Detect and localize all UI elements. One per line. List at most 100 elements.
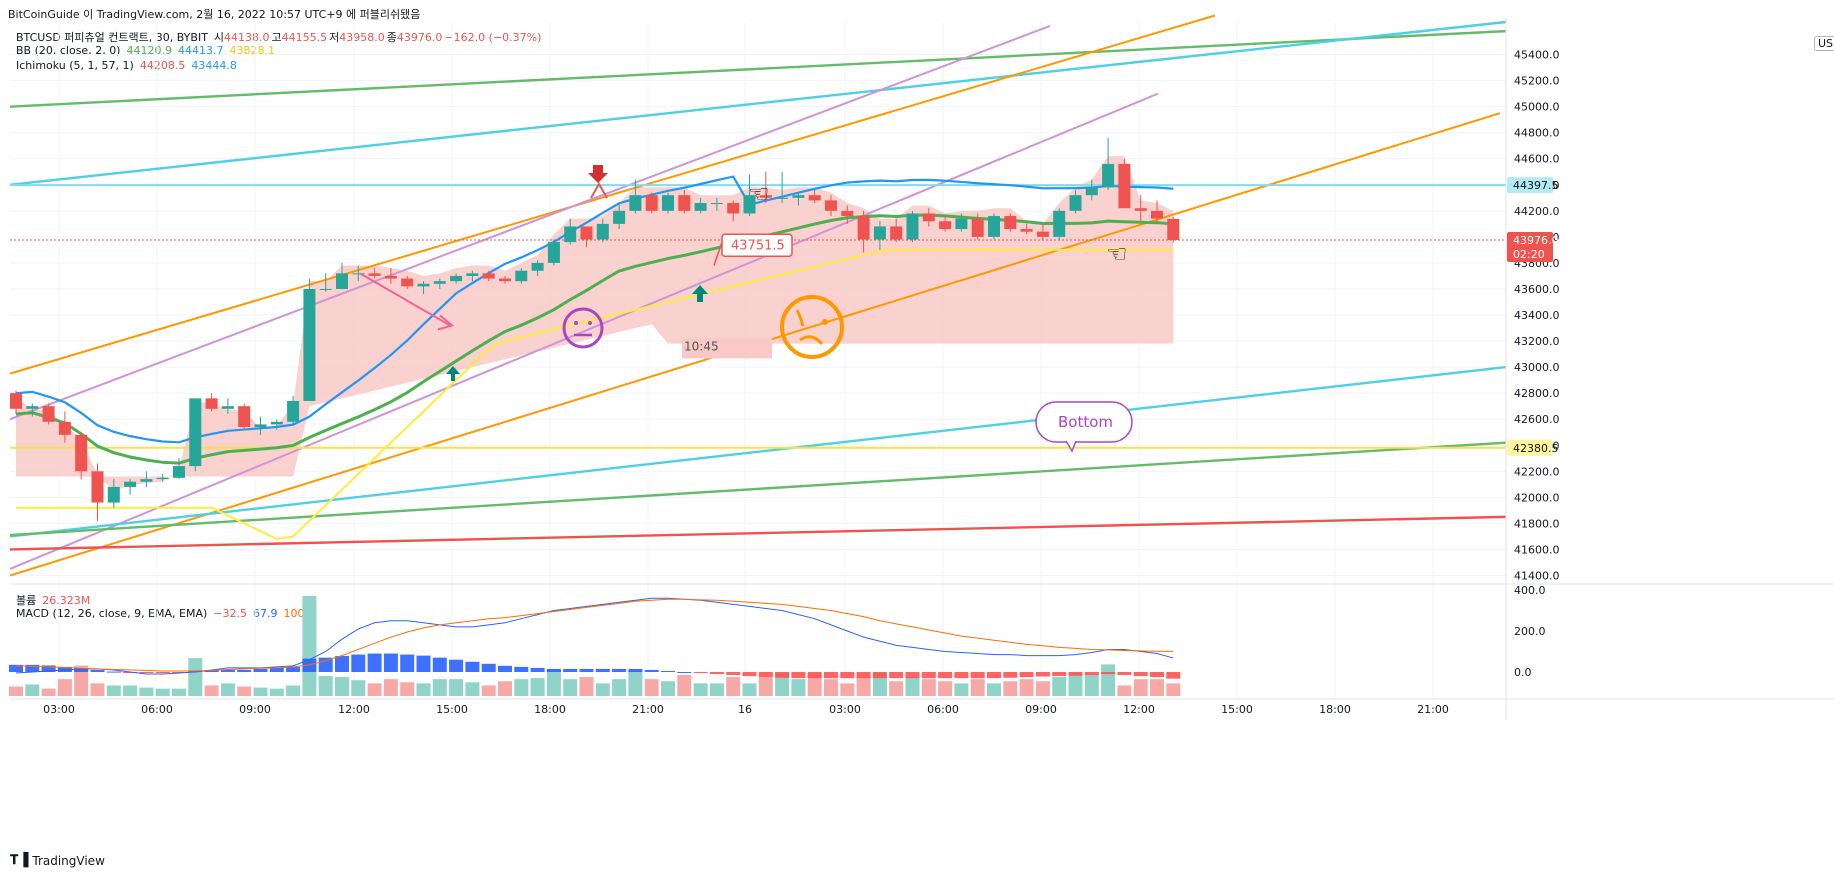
change-value: −162.0 (−0.37%) xyxy=(444,31,542,44)
volume-bar xyxy=(25,684,40,696)
bb-basis-line xyxy=(15,213,1174,465)
volume-bar xyxy=(139,687,154,696)
macd-hist-bar xyxy=(302,658,317,672)
time-tick-label: 09:00 xyxy=(239,703,271,716)
price-tick-label: 43600.0 xyxy=(1514,283,1560,296)
candle-body xyxy=(238,406,251,428)
footer[interactable]: 𝐓▐ TradingView xyxy=(10,853,105,868)
volume-bar xyxy=(1166,683,1181,696)
volume-bar xyxy=(775,672,790,696)
macd-hist-bar xyxy=(709,672,724,675)
trendlines[interactable] xyxy=(9,14,1507,577)
candle-body xyxy=(42,406,55,422)
annotations[interactable]: 10:45 43751.5 ☜ ☜ Bottom xyxy=(359,165,1133,453)
candle-body xyxy=(662,195,674,211)
candle-body xyxy=(352,273,365,275)
peak-caret-icon xyxy=(590,181,608,199)
candle-body xyxy=(645,195,658,211)
macd-hist-bar xyxy=(400,654,415,672)
low-value: 저43958.0 xyxy=(329,31,385,44)
macd-hist-bar xyxy=(758,672,773,678)
candle-body xyxy=(336,273,348,289)
price-tick-label: 45000.0 xyxy=(1514,101,1560,114)
volume-bar xyxy=(987,683,1001,696)
candle-body xyxy=(124,481,137,487)
macd-hist-bar xyxy=(367,653,382,672)
bb-legend[interactable]: BB (20, close, 2, 0) 44120.9 44413.7 43828.… xyxy=(16,44,281,57)
candle-body xyxy=(75,434,88,472)
volume-bar xyxy=(400,682,415,696)
volume-bar xyxy=(644,679,659,696)
confused-face-icon xyxy=(780,295,844,359)
volume-bar xyxy=(742,683,757,696)
candle-body xyxy=(287,400,300,422)
macd-hist-bar xyxy=(432,657,447,672)
lagging-span-line xyxy=(16,248,1174,541)
candle-body xyxy=(433,281,446,284)
symbol-name[interactable]: BTCUSD 퍼피츄얼 컨트랙트, 30, BYBIT xyxy=(16,31,208,44)
macd-hist-bar xyxy=(1150,672,1164,678)
macd-hist-bar xyxy=(1117,672,1132,676)
time-tick-label: 03:00 xyxy=(43,703,75,716)
volume-value: 26.323M xyxy=(42,594,91,607)
volume-bar xyxy=(1019,679,1034,696)
macd-hist-bar xyxy=(74,668,89,672)
volume-bar xyxy=(302,596,317,696)
macd-hist-bar xyxy=(351,654,366,672)
pointing-hand-icon: ☜ xyxy=(748,180,770,208)
bb-basis-value: 44120.9 xyxy=(126,44,172,57)
volume-bar xyxy=(90,683,105,696)
volume-bar xyxy=(807,674,822,696)
neutral-face-eye xyxy=(574,321,578,325)
candle-body xyxy=(792,195,805,198)
volume-bar xyxy=(661,681,675,696)
volume-bar xyxy=(1150,679,1164,696)
candle-body xyxy=(401,278,414,287)
pointing-hand-icon: ☜ xyxy=(1106,240,1128,268)
macd-hist-bar xyxy=(693,672,708,674)
candle-body xyxy=(189,398,202,467)
trendline-red-bottom xyxy=(9,515,1507,551)
candle-body xyxy=(1053,210,1066,237)
macd-hist-bar xyxy=(840,672,855,679)
pane-dividers xyxy=(10,18,1834,720)
price-tick-label: 45400.0 xyxy=(1514,49,1560,62)
volume-legend[interactable]: 볼륨 26.323M xyxy=(16,592,96,608)
volume-bar xyxy=(595,683,610,696)
candle-body xyxy=(515,270,528,282)
volume-bar xyxy=(220,683,235,696)
volume-bar xyxy=(286,685,301,696)
volume-bar xyxy=(1003,681,1018,696)
candle-body xyxy=(922,213,935,222)
volume-bar xyxy=(1084,674,1099,696)
candle-body xyxy=(91,471,104,503)
macd-hist-bar xyxy=(106,671,121,673)
currency-button[interactable]: USD xyxy=(1814,36,1834,51)
volume-bar xyxy=(74,665,89,696)
price-callout-pointer xyxy=(713,241,723,266)
candle-body xyxy=(254,424,267,428)
candle-body xyxy=(1151,210,1163,219)
last-price-badge: 43976.0 xyxy=(1513,234,1559,247)
price-tick-label: 41600.0 xyxy=(1514,543,1560,556)
time-tick-label: 15:00 xyxy=(436,703,468,716)
time-tick-label: 21:00 xyxy=(1417,703,1449,716)
candle-body xyxy=(678,195,691,211)
macd-tick-label: 400.0 xyxy=(1514,584,1546,597)
footer-brand: TradingView xyxy=(32,853,105,868)
time-tick-label: 06:00 xyxy=(141,703,173,716)
volume-bar xyxy=(57,679,72,696)
macd-hist-bar xyxy=(57,666,72,672)
volume-bar xyxy=(1068,672,1083,696)
macd-legend[interactable]: MACD (12, 26, close, 9, EMA, EMA) −32.5 67… xyxy=(16,607,321,620)
candle-body xyxy=(10,393,22,409)
candles[interactable] xyxy=(10,137,1180,521)
grid-lines xyxy=(10,22,1506,700)
macd-hist-bar xyxy=(661,670,675,672)
price-tick-label: 43200.0 xyxy=(1514,335,1560,348)
ichimoku-legend[interactable]: Ichimoku (5, 1, 57, 1) 44208.5 43444.8 xyxy=(16,59,243,72)
macd-hist-bar xyxy=(220,669,235,672)
bb-lower-value: 43828.1 xyxy=(229,44,275,57)
volume-bar xyxy=(677,674,692,696)
